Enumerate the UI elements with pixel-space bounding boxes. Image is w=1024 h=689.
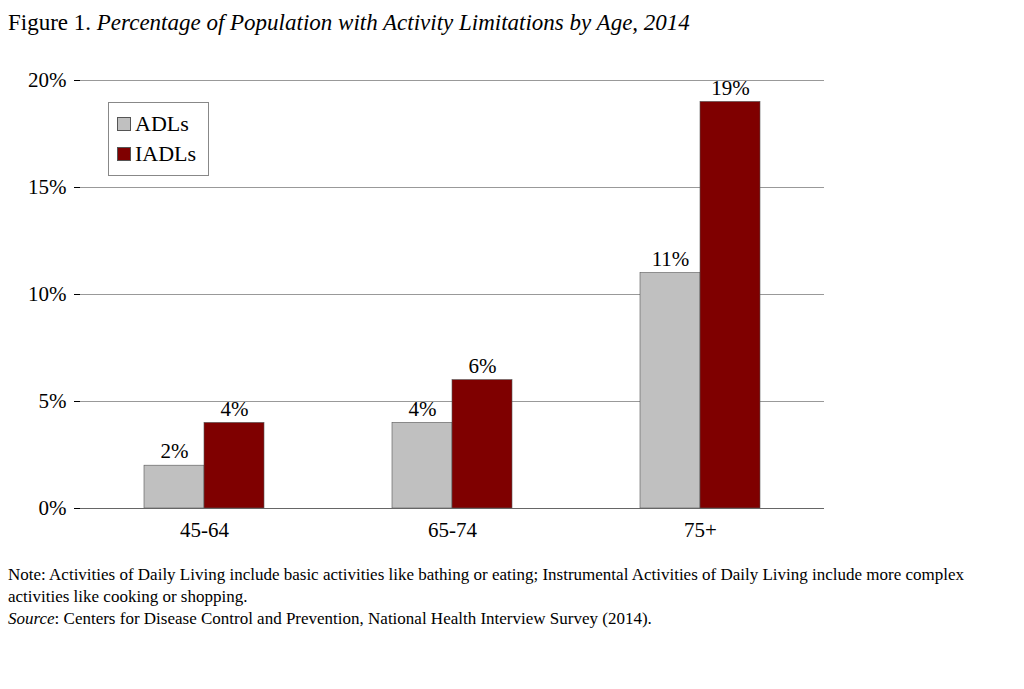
html-text:IADLs: IADLs bbox=[135, 141, 197, 166]
svg-text:45-64: 45-64 bbox=[180, 518, 229, 542]
html-text:ADLs: ADLs bbox=[135, 111, 189, 136]
svg-text:20%: 20% bbox=[28, 68, 67, 92]
svg-text:10%: 10% bbox=[28, 282, 67, 306]
svg-text:5%: 5% bbox=[39, 389, 67, 413]
svg-text:4%: 4% bbox=[409, 397, 437, 421]
svg-text:11%: 11% bbox=[652, 247, 690, 271]
svg-text:6%: 6% bbox=[469, 354, 497, 378]
svg-text:19%: 19% bbox=[711, 76, 750, 100]
html-text:Source: Centers for Disease Co: Source: Centers for Disease Control and … bbox=[8, 609, 652, 628]
html-text:Note: Activities of Daily Livi: Note: Activities of Daily Living include… bbox=[8, 565, 964, 606]
svg-text:15%: 15% bbox=[28, 175, 67, 199]
html-text:Figure 1. Percentage of Popula: Figure 1. Percentage of Population with … bbox=[8, 10, 690, 35]
svg-text:2%: 2% bbox=[161, 439, 189, 463]
svg-text:0%: 0% bbox=[39, 496, 67, 520]
svg-text:65-74: 65-74 bbox=[428, 518, 477, 542]
svg-text:4%: 4% bbox=[221, 397, 249, 421]
svg-text:75+: 75+ bbox=[684, 518, 717, 542]
